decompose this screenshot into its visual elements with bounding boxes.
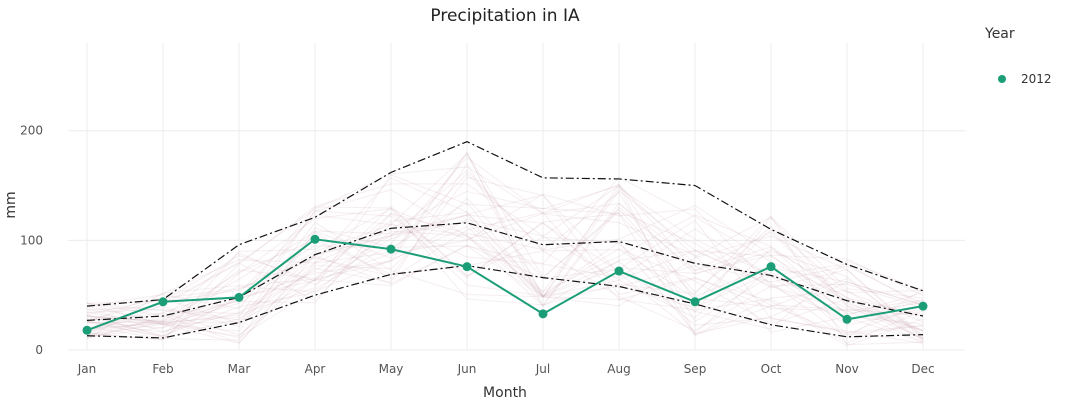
historical-year-line [86, 189, 924, 336]
historical-year-line [86, 169, 924, 337]
chart-title: Precipitation in IA [430, 6, 580, 26]
x-tick-label: Jun [457, 362, 477, 376]
historical-year-line [86, 189, 924, 319]
historical-year-line [86, 211, 924, 316]
historical-year-line [86, 176, 924, 341]
historical-year-line [86, 218, 924, 339]
x-tick-label: Jan [77, 362, 97, 376]
x-tick-label: Nov [835, 362, 858, 376]
reference-lines [86, 141, 924, 339]
historical-year-line [86, 177, 924, 332]
data-point[interactable] [538, 309, 548, 319]
legend-title: Year [984, 26, 1015, 42]
historical-year-line [86, 194, 924, 343]
data-point[interactable] [234, 292, 244, 302]
x-tick-label: Oct [761, 362, 782, 376]
historical-year-line [86, 193, 924, 312]
historical-year-line [86, 226, 924, 334]
series-2012 [82, 234, 928, 335]
legend-marker-2012[interactable] [998, 75, 1006, 83]
data-point[interactable] [614, 266, 624, 276]
series-line-2012 [86, 238, 924, 332]
historical-year-line [86, 201, 924, 334]
historical-year-line [86, 153, 924, 338]
y-tick-label: 100 [20, 233, 43, 247]
historical-year-line [86, 219, 924, 344]
x-tick-label: Aug [607, 362, 630, 376]
x-tick-label: May [379, 362, 404, 376]
historical-year-line [86, 183, 924, 341]
y-axis-title: mm [3, 191, 19, 218]
historical-year-line [86, 152, 924, 340]
y-tick-label: 0 [35, 343, 43, 357]
reference-line [86, 222, 924, 321]
y-tick-label: 200 [20, 124, 43, 138]
data-point[interactable] [690, 297, 700, 307]
historical-year-line [86, 191, 924, 332]
historical-year-line [86, 197, 924, 344]
data-point[interactable] [918, 301, 928, 311]
historical-year-line [86, 176, 924, 335]
data-point[interactable] [462, 262, 472, 272]
legend: Year 2012 [984, 26, 1052, 86]
data-point[interactable] [310, 234, 320, 244]
historical-year-line [86, 208, 924, 346]
historical-year-line [86, 239, 924, 331]
historical-year-line [86, 174, 924, 335]
x-tick-label: Apr [305, 362, 326, 376]
historical-year-line [86, 223, 924, 335]
data-point[interactable] [82, 325, 92, 335]
x-tick-label: Sep [684, 362, 707, 376]
x-tick-label: Dec [911, 362, 934, 376]
reference-line [86, 264, 924, 339]
reference-line [86, 141, 924, 307]
historical-year-lines [86, 151, 924, 347]
data-point[interactable] [766, 262, 776, 272]
historical-year-line [86, 156, 924, 340]
historical-year-line [86, 202, 924, 344]
historical-year-line [86, 212, 924, 347]
historical-year-line [86, 151, 924, 339]
historical-year-line [86, 173, 924, 337]
x-tick-label: Mar [228, 362, 251, 376]
historical-year-line [86, 221, 924, 336]
x-tick-label: Jul [535, 362, 550, 376]
historical-year-line [86, 162, 924, 344]
historical-year-line [86, 185, 924, 323]
data-point[interactable] [842, 314, 852, 324]
x-tick-label: Feb [152, 362, 173, 376]
historical-year-line [86, 166, 924, 333]
gridlines [68, 43, 965, 351]
historical-year-line [86, 210, 924, 337]
x-axis-ticks: Jan Feb Mar Apr May Jun Jul Aug Sep Oct Nov Dec [77, 362, 935, 376]
legend-label-2012[interactable]: 2012 [1021, 72, 1052, 86]
historical-year-line [86, 214, 924, 335]
historical-year-line [86, 205, 924, 337]
y-axis-ticks: 0 100 200 [20, 124, 43, 357]
data-point[interactable] [386, 244, 396, 254]
x-axis-title: Month [483, 385, 527, 400]
data-point[interactable] [158, 297, 168, 307]
